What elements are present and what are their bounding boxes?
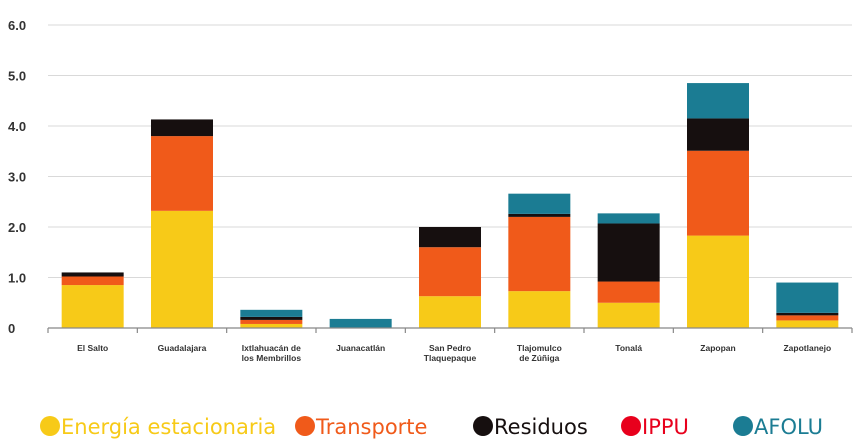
legend-swatch-afolu (733, 416, 753, 436)
bar-afolu-ixtlahuacan-de-los-membrillos (240, 309, 303, 317)
legend-item-residuos: Residuos (473, 415, 588, 439)
bar-afolu-juanacatlan (329, 318, 392, 328)
bar-residuos-el-salto (61, 272, 124, 277)
x-axis-ticks: El Salto Guadalajara Ixtlahuacán de los Mem… (77, 343, 831, 363)
x-axis (47, 327, 853, 333)
bar-energia-estacionaria-el-salto (61, 285, 124, 328)
y-tick-label: 2.0 (8, 220, 26, 235)
y-tick-label: 1.0 (8, 271, 26, 286)
x-tick-label: San Pedro Tlaquepaque (424, 343, 477, 363)
x-tick-label: El Salto (77, 343, 108, 353)
bar-residuos-zapopan (687, 118, 749, 151)
y-tick-label: 0 (8, 321, 15, 336)
bar-residuos-tlajomulco-de-zuniga (508, 213, 571, 217)
bar-transporte-zapopan (687, 150, 749, 236)
legend-label: AFOLU (754, 415, 823, 439)
y-tick-label: 3.0 (8, 170, 26, 185)
bar-transporte-ixtlahuacan-de-los-membrillos (240, 319, 303, 324)
x-tick-label: Ixtlahuacán de los Membrillos (242, 343, 302, 363)
bar-transporte-tonala (597, 281, 660, 303)
bar-residuos-ixtlahuacan-de-los-membrillos (240, 316, 303, 320)
x-tick-label: Tlajomulco de Zúñiga (517, 343, 562, 363)
legend-item-transporte: Transporte (295, 415, 427, 439)
bar-transporte-guadalajara (151, 136, 213, 211)
bar-energia-estacionaria-ixtlahuacan-de-los-membrillos (240, 323, 303, 328)
bar-energia-estacionaria-tonala (597, 302, 660, 328)
x-tick-label: Juanacatlán (336, 343, 385, 353)
legend: Energía estacionaria Transporte Residuos IP… (40, 415, 823, 439)
legend-swatch-transporte (295, 416, 315, 436)
legend-swatch-ippu (621, 416, 641, 436)
bar-afolu-zapotlanejo (776, 282, 839, 313)
bar-afolu-tlajomulco-de-zuniga (508, 193, 571, 214)
legend-label: Transporte (315, 415, 427, 439)
y-axis-ticks: 0 1.0 2.0 3.0 4.0 5.0 6.0 (8, 18, 26, 336)
legend-label: Residuos (494, 415, 588, 439)
bar-energia-estacionaria-san-pedro-tlaquepaque (419, 296, 481, 328)
y-tick-label: 4.0 (8, 119, 26, 134)
legend-item-energia-estacionaria: Energía estacionaria (40, 415, 276, 439)
y-tick-label: 5.0 (8, 69, 26, 84)
y-tick-label: 6.0 (8, 18, 26, 33)
bar-energia-estacionaria-zapopan (687, 235, 749, 328)
legend-label: IPPU (642, 415, 689, 439)
bar-residuos-tonala (597, 223, 660, 282)
legend-item-ippu: IPPU (621, 415, 689, 439)
x-tick-label: Tonalá (615, 343, 642, 353)
bar-residuos-zapotlanejo (776, 312, 839, 316)
legend-swatch-residuos (473, 416, 493, 436)
bar-energia-estacionaria-zapotlanejo (776, 320, 839, 328)
legend-item-afolu: AFOLU (733, 415, 823, 439)
bar-afolu-tonala (597, 213, 660, 224)
bar-afolu-zapopan (687, 83, 749, 119)
bar-transporte-tlajomulco-de-zuniga (508, 216, 571, 292)
bar-transporte-san-pedro-tlaquepaque (419, 247, 481, 297)
legend-label: Energía estacionaria (61, 415, 276, 439)
bar-energia-estacionaria-guadalajara (151, 210, 213, 328)
legend-swatch-energia-estacionaria (40, 416, 60, 436)
bar-transporte-el-salto (61, 276, 124, 286)
x-tick-label: Zapotlanejo (783, 343, 831, 353)
bar-transporte-zapotlanejo (776, 315, 839, 321)
bars (61, 83, 839, 328)
x-tick-label: Zapopan (700, 343, 735, 353)
bar-residuos-san-pedro-tlaquepaque (419, 227, 481, 248)
bar-residuos-guadalajara (151, 119, 213, 137)
bar-energia-estacionaria-tlajomulco-de-zuniga (508, 291, 571, 328)
x-tick-label: Guadalajara (158, 343, 207, 353)
